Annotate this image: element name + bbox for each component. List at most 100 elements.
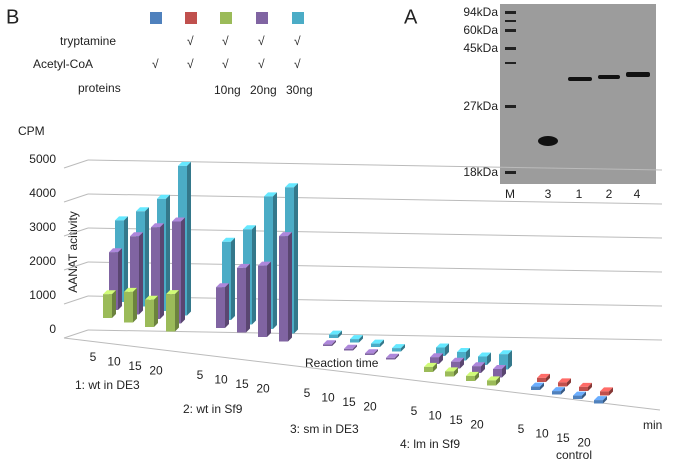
bar-side [267, 262, 271, 337]
bar [594, 400, 603, 403]
legend-swatch [220, 12, 232, 24]
legend-cell: √ [294, 57, 301, 71]
bar [493, 369, 502, 378]
bar-side [175, 290, 179, 331]
legend-row-label: proteins [78, 81, 121, 95]
group-label: 2: wt in Sf9 [183, 402, 243, 416]
group-label: control [556, 448, 592, 462]
grid-line [64, 330, 88, 338]
bar-side [133, 288, 137, 323]
x-tick-label: 5 [411, 404, 418, 418]
bar-side [246, 264, 250, 333]
bar [445, 371, 454, 376]
blot-membrane [500, 4, 656, 184]
bar [424, 367, 433, 372]
legend-row-label: Acetyl-CoA [33, 57, 93, 71]
x-tick-label: 15 [235, 377, 249, 391]
bar [145, 300, 154, 327]
legend-cell: √ [258, 57, 265, 71]
bar [103, 294, 112, 318]
bar-side [252, 225, 256, 324]
bar [466, 376, 475, 381]
y-tick-label: 0 [49, 322, 56, 336]
y-tick-label: 2000 [29, 254, 56, 268]
x-tick-label: 15 [556, 431, 570, 445]
y-axis-label: AANAT acitivity [66, 211, 80, 293]
bar-side [139, 232, 143, 314]
bar-side [231, 238, 235, 320]
x-tick-label: 15 [342, 395, 356, 409]
lane-label: M [505, 187, 515, 201]
grid-line [64, 160, 88, 168]
legend-swatch [256, 12, 268, 24]
lane-label: 4 [634, 187, 641, 201]
bar [350, 339, 359, 342]
bar-side [112, 290, 116, 318]
legend-row-label: tryptamine [60, 34, 116, 48]
lane-label: 2 [606, 187, 613, 201]
bar-side [160, 223, 164, 319]
legend-cell: 10ng [214, 83, 241, 97]
bar [258, 266, 267, 337]
bar [537, 378, 546, 382]
bar [237, 268, 246, 333]
bar [392, 348, 401, 351]
bar-side [118, 248, 122, 310]
y-tick-label: 5000 [29, 152, 56, 166]
bar [573, 396, 582, 399]
x-tick-label: 20 [470, 418, 484, 432]
x-tick-label: 5 [518, 422, 525, 436]
group-label: 1: wt in DE3 [75, 378, 140, 392]
band [538, 136, 558, 146]
bar-side [187, 162, 191, 316]
bar [552, 391, 561, 394]
x-tick-label: 10 [107, 355, 121, 369]
bar [558, 382, 567, 386]
bar-side [154, 296, 158, 327]
legend-cell: √ [258, 34, 265, 48]
legend-cell: 20ng [250, 83, 277, 97]
grid-line [64, 194, 88, 202]
bar [329, 335, 338, 338]
band [626, 72, 650, 77]
marker-label: 94kDa [463, 5, 498, 19]
bar-side [288, 232, 292, 341]
figure: B CPM AANAT acitivity Reaction time min … [0, 0, 674, 462]
x-tick-label: 15 [449, 413, 463, 427]
legend-cell: 30ng [286, 83, 313, 97]
bar-side [294, 183, 298, 333]
legend-cell: √ [294, 34, 301, 48]
bar [216, 287, 225, 328]
marker-label: 18kDa [463, 165, 498, 179]
x-unit: min [643, 418, 662, 432]
legend-swatch [292, 12, 304, 24]
x-tick-label: 10 [428, 409, 442, 423]
legend-cell: √ [222, 57, 229, 71]
x-tick-label: 20 [363, 400, 377, 414]
bar [279, 236, 288, 341]
x-tick-label: 5 [90, 350, 97, 364]
panel-label: B [6, 6, 19, 28]
blot: A [404, 4, 656, 184]
marker-label: 60kDa [463, 23, 498, 37]
bar [371, 344, 380, 347]
bar [600, 391, 609, 395]
bar [124, 292, 133, 323]
legend-cell: √ [222, 34, 229, 48]
x-tick-label: 20 [149, 364, 163, 378]
marker-label: 27kDa [463, 99, 498, 113]
y-tick-label: 3000 [29, 220, 56, 234]
y-unit: CPM [18, 124, 45, 138]
group-label: 4: lm in Sf9 [400, 437, 460, 451]
x-tick-label: 15 [128, 359, 142, 373]
bar [323, 344, 332, 346]
bar-side [181, 218, 185, 324]
bar [365, 353, 374, 355]
bar [579, 387, 588, 391]
group-label: 3: sm in DE3 [290, 422, 359, 436]
bar [166, 294, 175, 331]
legend-swatch [150, 12, 162, 24]
bar-side [145, 207, 149, 306]
bar [386, 358, 395, 360]
y-tick-label: 1000 [29, 288, 56, 302]
